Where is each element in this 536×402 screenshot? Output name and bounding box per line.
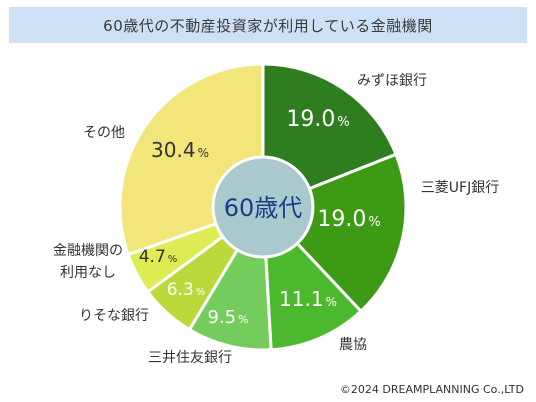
slice-category-label: その他 [83,125,125,141]
slice-category-label: 三菱UFJ銀行 [421,180,499,196]
slice-category-label: 金融機関の利用なし [53,243,123,281]
slice-value-label: 6.3% [167,280,206,300]
slice-value-label: 4.7% [139,247,178,267]
center-label: 60歳代 [224,194,303,222]
slice-value-label: 11.1% [279,287,337,311]
slice-value-label: 19.0% [286,107,349,132]
chart-title-bar: 60歳代の不動産投資家が利用している金融機関 [9,7,527,43]
slice-category-label: 農協 [339,337,367,353]
copyright-credit: ©2024 DREAMPLANNING Co.,LTD [339,383,524,396]
center-circle [211,155,315,259]
slice-value-label: 30.4% [151,138,209,162]
slice-category-label: りそな銀行 [79,308,149,324]
chart-title: 60歳代の不動産投資家が利用している金融機関 [103,16,433,35]
slice-category-label: 三井住友銀行 [148,350,232,366]
slice-value-label: 9.5% [207,307,248,328]
slice-category-label: みずほ銀行 [357,73,427,89]
slice-value-label: 19.0% [317,207,380,232]
